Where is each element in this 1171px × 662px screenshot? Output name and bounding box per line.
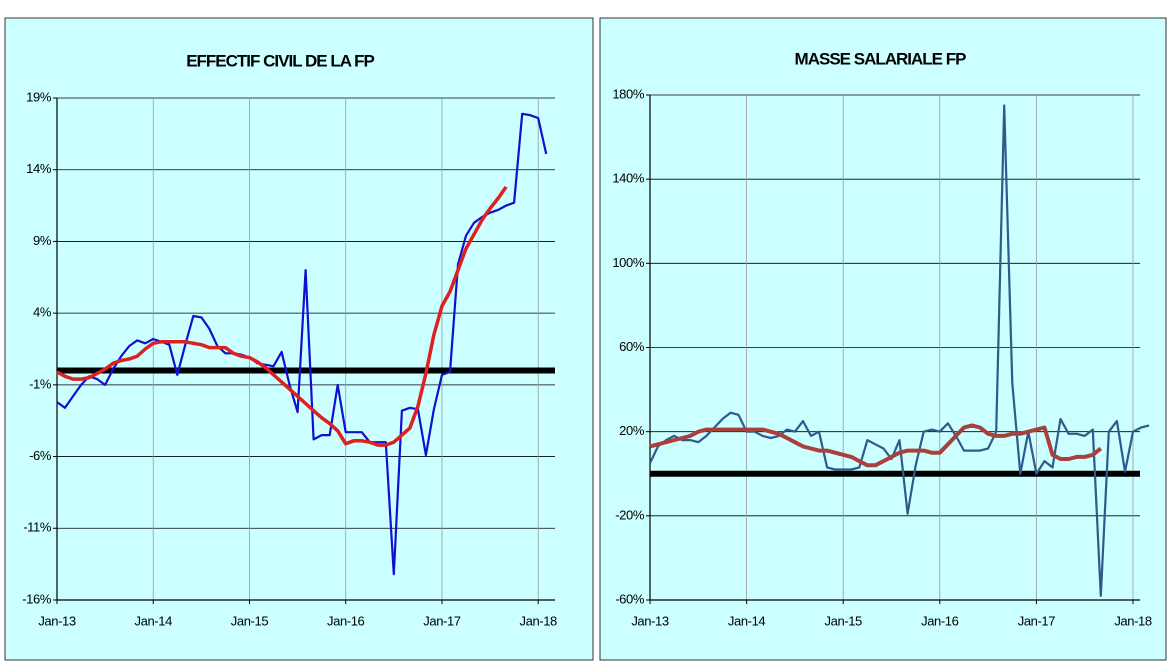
y-tick-label: 20% [619,423,645,438]
y-tick-label: 14% [26,161,52,176]
x-tick-label: Jan-16 [327,613,365,628]
x-tick-label: Jan-13 [38,613,76,628]
y-tick-label: -6% [29,448,52,463]
y-tick-label: -16% [22,591,52,606]
y-tick-label: -1% [29,376,52,391]
chart-panel: EFFECTIF CIVIL DE LA FP 19% 14% 9% 4% -1% -6% -… [4,17,594,661]
series-line [56,185,508,447]
x-tick-label: Jan-15 [825,613,863,628]
series-line [649,423,1103,468]
chart-panel: MASSE SALARIALE FP 180% 140% 100% 60% 20% -20%… [599,17,1167,661]
series-line [649,104,1150,597]
x-tick-label: Jan-13 [631,613,669,628]
y-tick-label: -60% [615,591,645,606]
y-tick-label: 60% [619,339,645,354]
y-tick-label: -20% [615,507,645,522]
panel-background [4,17,594,661]
x-tick-label: Jan-15 [231,613,269,628]
y-tick-label: 180% [612,86,644,101]
y-tick-label: 100% [612,255,644,270]
y-tick-label: 140% [612,171,644,186]
y-tick-label: 9% [33,233,52,248]
chart-title: MASSE SALARIALE FP [795,49,967,68]
series-line [56,112,548,576]
x-tick-label: Jan-18 [520,613,558,628]
y-tick-label: 4% [33,305,52,320]
x-tick-label: Jan-17 [423,613,461,628]
x-tick-label: Jan-14 [135,613,173,628]
y-tick-label: -11% [23,520,52,535]
panel-background [599,17,1167,661]
x-tick-label: Jan-14 [728,613,766,628]
x-tick-label: Jan-16 [921,613,959,628]
y-tick-label: 19% [26,89,52,104]
chart-title: EFFECTIF CIVIL DE LA FP [186,51,374,70]
x-tick-label: Jan-18 [1114,613,1152,628]
x-tick-label: Jan-17 [1018,613,1056,628]
